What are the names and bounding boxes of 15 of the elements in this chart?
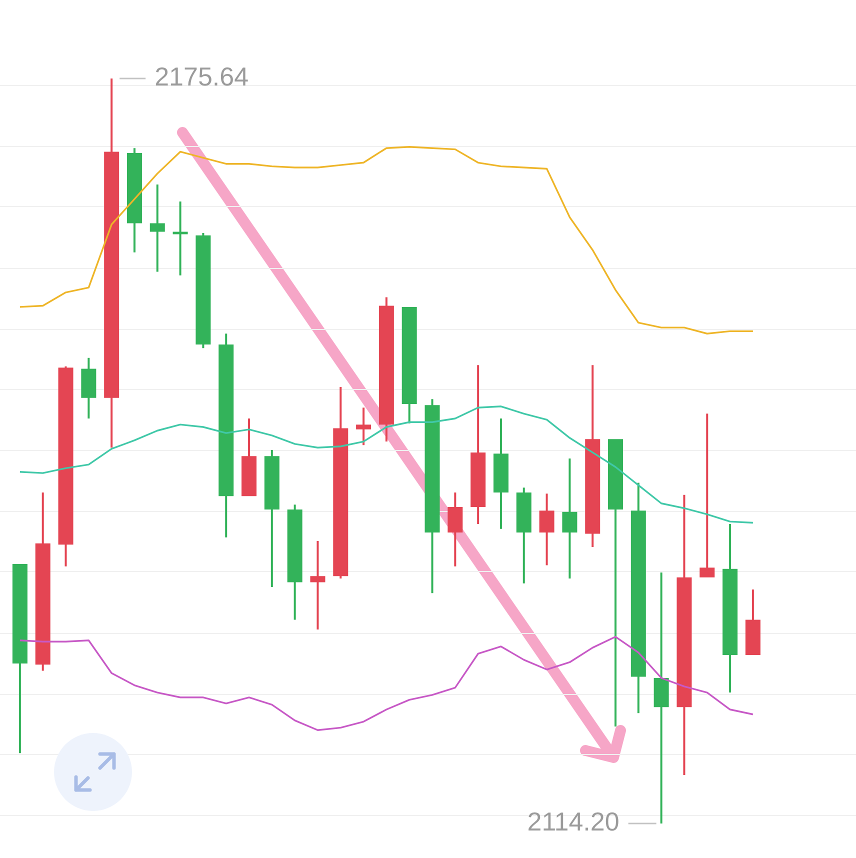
candlestick: [516, 488, 532, 584]
candlestick: [310, 540, 326, 630]
candlestick: [356, 408, 372, 446]
candlestick: [448, 492, 463, 566]
annotation: 2114.20: [527, 806, 620, 837]
annotation: 2175.64: [154, 62, 249, 92]
candlestick: [264, 450, 280, 588]
candlestick: [470, 365, 486, 524]
candlestick: [654, 572, 669, 824]
candlestick: [562, 458, 578, 579]
candlestick: [150, 184, 165, 272]
candlestick: [493, 418, 508, 529]
candlestick: [700, 414, 715, 578]
candlestick: [172, 201, 188, 276]
candlestick: [539, 494, 554, 566]
